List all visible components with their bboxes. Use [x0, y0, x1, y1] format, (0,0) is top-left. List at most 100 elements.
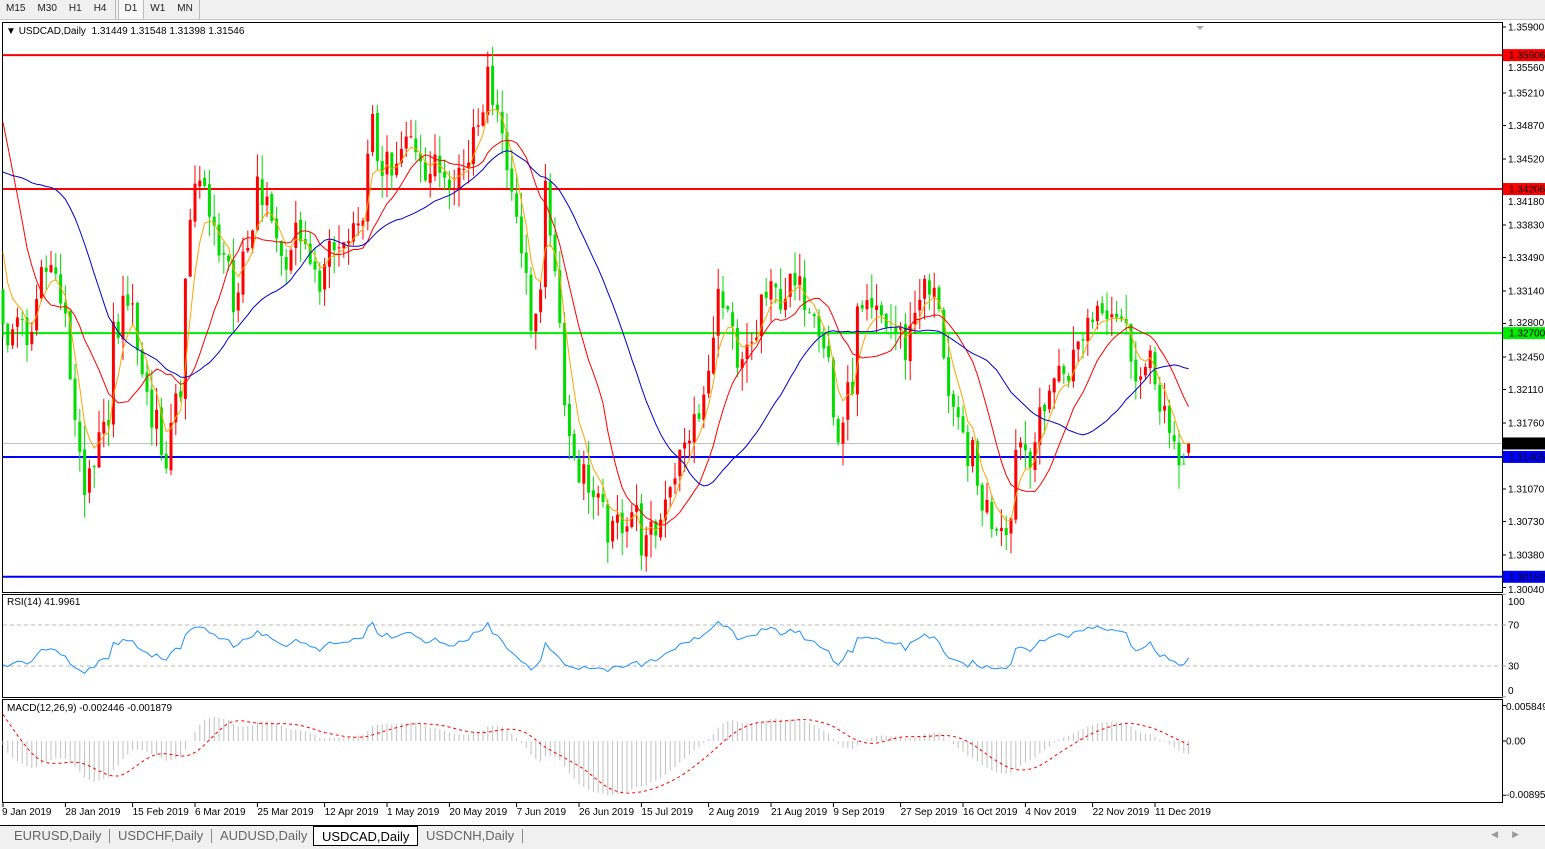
candle — [289, 246, 293, 274]
candle-body — [111, 321, 115, 425]
candle — [999, 509, 1003, 547]
timeframe-m15[interactable]: M15 — [6, 3, 26, 14]
candle-body — [462, 168, 466, 170]
candle-body — [855, 306, 859, 395]
candle-body — [990, 501, 994, 530]
candle-body — [212, 216, 216, 226]
candle-body — [356, 223, 360, 226]
candle-body — [625, 526, 629, 532]
candle-body — [476, 125, 480, 127]
candle — [1076, 340, 1080, 362]
candle — [457, 154, 461, 207]
candle — [611, 516, 615, 549]
candle-body — [534, 313, 538, 332]
candle — [207, 170, 211, 237]
candle-body — [692, 414, 696, 443]
candle — [20, 311, 24, 337]
candle-body — [1057, 365, 1061, 382]
candle-body — [1009, 518, 1013, 534]
candle-body — [558, 270, 562, 324]
timeframe-mn[interactable]: MN — [177, 3, 193, 14]
candle-body — [73, 378, 77, 420]
candle — [860, 300, 864, 313]
chart-shift-marker-icon — [1196, 26, 1204, 30]
candle-body — [975, 441, 979, 486]
candle-body — [390, 152, 394, 176]
candle-body — [1091, 319, 1095, 322]
candle-body — [327, 240, 331, 267]
candle-body — [947, 357, 951, 396]
candle-body — [323, 264, 327, 290]
candle-body — [313, 261, 317, 270]
moving-average-line-3 — [2, 150, 1189, 487]
candle-body — [515, 193, 519, 217]
candle — [87, 459, 91, 503]
candle-body — [711, 337, 715, 374]
candle-body — [203, 177, 207, 186]
candle-body — [275, 218, 279, 239]
candle-body — [107, 420, 111, 426]
candle-body — [1110, 314, 1114, 318]
tab-separator — [109, 829, 111, 843]
candle — [1110, 296, 1114, 337]
candle — [313, 247, 317, 283]
candle — [102, 398, 106, 448]
candle-body — [668, 487, 672, 498]
tab-scroll-arrows[interactable]: ◀▶ — [1491, 829, 1533, 839]
candle — [1047, 384, 1051, 413]
candle-body — [697, 413, 701, 419]
candle — [865, 284, 869, 321]
tab-usdchf[interactable]: USDCHF,Daily — [110, 826, 213, 845]
candle — [755, 319, 759, 343]
candle — [735, 319, 739, 378]
candle-body — [985, 499, 989, 513]
candle-body — [131, 303, 135, 305]
candle — [750, 332, 754, 361]
candle — [615, 494, 619, 540]
tab-usdcad[interactable]: USDCAD,Daily — [313, 825, 419, 846]
candle-body — [179, 391, 183, 398]
current-price-tag — [1503, 437, 1545, 450]
candle-body — [15, 317, 19, 327]
candle — [596, 485, 600, 516]
timeframe-m30[interactable]: M30 — [37, 3, 57, 14]
price-tick-label: 1.32800 — [1508, 318, 1545, 329]
candle — [956, 395, 960, 430]
level-price-tag — [1503, 49, 1545, 62]
candle-body — [1119, 316, 1123, 320]
timeframe-h4[interactable]: H4 — [93, 3, 107, 14]
candle — [265, 182, 269, 217]
candle-body — [966, 432, 970, 466]
candle-body — [428, 173, 432, 183]
dropdown-triangle-icon[interactable]: ▼ — [6, 26, 16, 37]
candle-body — [1187, 443, 1191, 453]
candle — [807, 308, 811, 314]
timeframe-w1[interactable]: W1 — [150, 3, 166, 14]
candle — [951, 390, 955, 427]
candle-body — [740, 359, 744, 369]
candle — [1119, 308, 1123, 322]
candle — [697, 403, 701, 422]
candle-body — [1163, 405, 1167, 411]
tab-eurusd[interactable]: EURUSD,Daily — [6, 826, 111, 845]
candle — [529, 267, 533, 339]
candle-body — [409, 136, 413, 138]
timeframe-h1[interactable]: H1 — [68, 3, 82, 14]
tab-usdcnh[interactable]: USDCNH,Daily — [418, 826, 524, 845]
candle-body — [908, 325, 912, 362]
timeframe-d1[interactable]: D1 — [117, 0, 145, 19]
candle-body — [1081, 339, 1085, 341]
candle — [443, 159, 447, 191]
candle-body — [779, 289, 783, 310]
candle — [462, 149, 466, 180]
tab-audusd[interactable]: AUDUSD,Daily — [212, 826, 317, 845]
candle-body — [1076, 341, 1080, 350]
candle-body — [1004, 528, 1008, 536]
candle-body — [630, 512, 634, 527]
candle-body — [639, 503, 643, 556]
candle — [83, 425, 87, 518]
candle — [1057, 349, 1061, 384]
candle — [246, 230, 250, 253]
candle-body — [495, 104, 499, 111]
